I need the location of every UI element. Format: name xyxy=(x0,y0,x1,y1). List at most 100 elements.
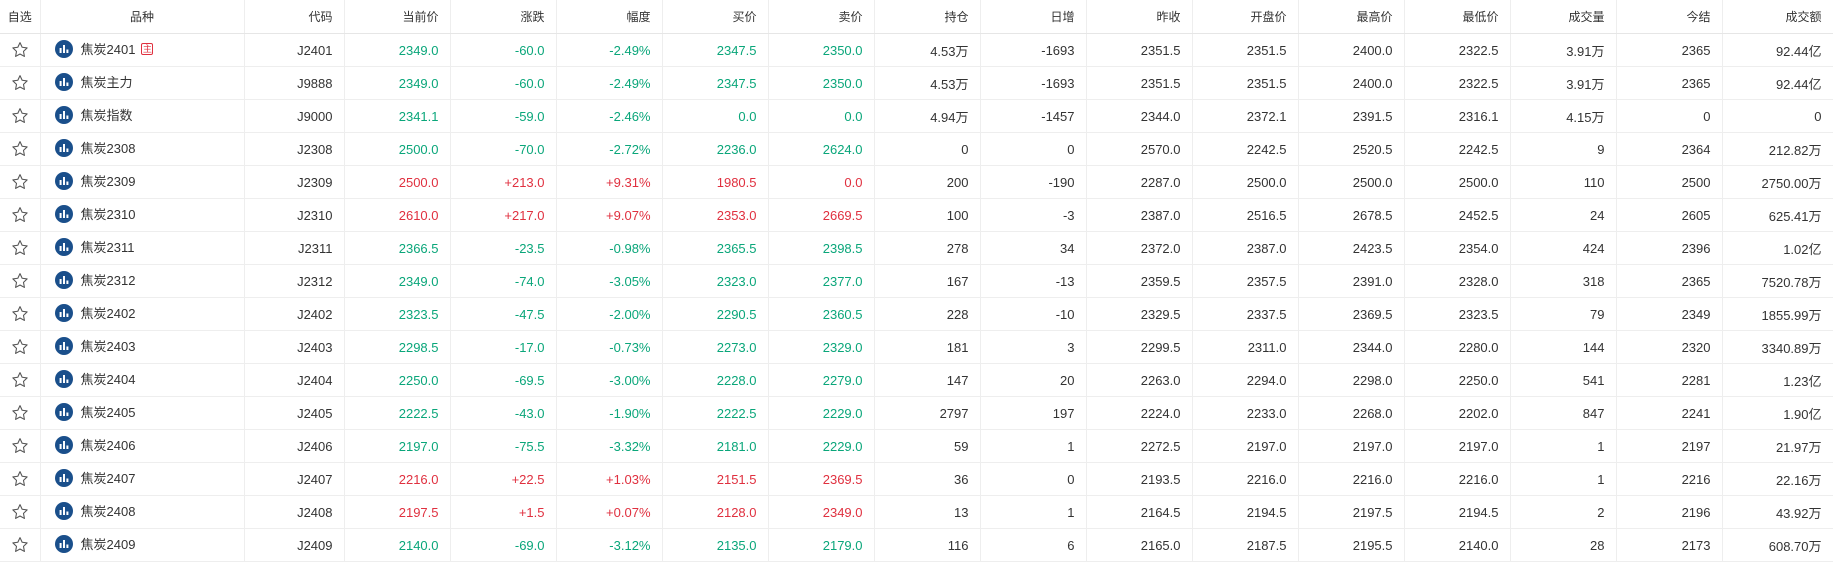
star-outline-icon[interactable] xyxy=(10,535,30,555)
table-row[interactable]: 焦炭2311 J2311 2366.5 -23.5 -0.98% 2365.5 2398.5… xyxy=(0,231,1833,265)
col-header-change[interactable]: 涨跌 xyxy=(450,0,557,34)
table-row[interactable]: 焦炭2408 J2408 2197.5 +1.5 +0.07% 2128.0 2349.0 1… xyxy=(0,495,1833,529)
table-row[interactable]: 焦炭2312 J2312 2349.0 -74.0 -3.05% 2323.0 2377.0… xyxy=(0,264,1833,298)
table-row[interactable]: 焦炭2402 J2402 2323.5 -47.5 -2.00% 2290.5 2360.5… xyxy=(0,297,1833,331)
table-row[interactable]: 焦炭2403 J2403 2298.5 -17.0 -0.73% 2273.0 2329.0… xyxy=(0,330,1833,364)
name-cell[interactable]: 焦炭指数 xyxy=(40,99,245,133)
col-header-volume[interactable]: 成交量 xyxy=(1510,0,1617,34)
star-outline-icon[interactable] xyxy=(10,502,30,522)
table-row[interactable]: 焦炭2409 J2409 2140.0 -69.0 -3.12% 2135.0 2179.0… xyxy=(0,528,1833,562)
chart-icon[interactable] xyxy=(54,72,73,91)
table-row[interactable]: 焦炭2405 J2405 2222.5 -43.0 -1.90% 2222.5 2229.0… xyxy=(0,396,1833,430)
chart-icon[interactable] xyxy=(54,105,73,124)
contract-code: J2310 xyxy=(244,198,345,232)
col-header-settle[interactable]: 今结 xyxy=(1616,0,1723,34)
contract-name[interactable]: 焦炭2312 xyxy=(80,273,136,289)
col-header-ask[interactable]: 卖价 xyxy=(768,0,875,34)
col-header-oi-change[interactable]: 日增 xyxy=(980,0,1087,34)
col-header-high[interactable]: 最高价 xyxy=(1298,0,1405,34)
star-outline-icon[interactable] xyxy=(10,238,30,258)
contract-name[interactable]: 焦炭2405 xyxy=(80,405,136,421)
favorite-cell xyxy=(0,264,41,298)
table-row[interactable]: 焦炭指数 J9000 2341.1 -59.0 -2.46% 0.0 0.0 4.94万 -14… xyxy=(0,99,1833,133)
chart-icon[interactable] xyxy=(54,402,73,421)
col-header-open[interactable]: 开盘价 xyxy=(1192,0,1299,34)
chart-icon[interactable] xyxy=(54,138,73,157)
name-cell[interactable]: 焦炭2311 xyxy=(40,231,245,265)
name-cell[interactable]: 焦炭2312 xyxy=(40,264,245,298)
name-cell[interactable]: 焦炭2308 xyxy=(40,132,245,166)
col-header-prev-close[interactable]: 昨收 xyxy=(1086,0,1193,34)
name-cell[interactable]: 焦炭主力 xyxy=(40,66,245,100)
star-outline-icon[interactable] xyxy=(10,40,30,60)
chart-icon[interactable] xyxy=(54,171,73,190)
col-header-code[interactable]: 代码 xyxy=(244,0,345,34)
star-outline-icon[interactable] xyxy=(10,271,30,291)
table-row[interactable]: 焦炭2308 J2308 2500.0 -70.0 -2.72% 2236.0 2624.0… xyxy=(0,132,1833,166)
chart-icon[interactable] xyxy=(54,435,73,454)
name-cell[interactable]: 焦炭2408 xyxy=(40,495,245,529)
col-header-bid[interactable]: 买价 xyxy=(662,0,769,34)
chart-icon[interactable] xyxy=(54,336,73,355)
name-cell[interactable]: 焦炭2402 xyxy=(40,297,245,331)
star-outline-icon[interactable] xyxy=(10,370,30,390)
contract-name[interactable]: 焦炭2407 xyxy=(80,471,136,487)
name-cell[interactable]: 焦炭2407 xyxy=(40,462,245,496)
table-row[interactable]: 焦炭2406 J2406 2197.0 -75.5 -3.32% 2181.0 2229.0… xyxy=(0,429,1833,463)
chart-icon[interactable] xyxy=(54,468,73,487)
contract-name[interactable]: 焦炭2402 xyxy=(80,306,136,322)
name-cell[interactable]: 焦炭2409 xyxy=(40,528,245,562)
contract-name[interactable]: 焦炭2404 xyxy=(80,372,136,388)
contract-name[interactable]: 焦炭2401 xyxy=(80,42,136,58)
col-header-turnover[interactable]: 成交额 xyxy=(1722,0,1833,34)
star-outline-icon[interactable] xyxy=(10,304,30,324)
table-row[interactable]: 焦炭2309 J2309 2500.0 +213.0 +9.31% 1980.5 0.0 20… xyxy=(0,165,1833,199)
table-row[interactable]: 焦炭主力 J9888 2349.0 -60.0 -2.49% 2347.5 2350.0 4.… xyxy=(0,66,1833,100)
star-outline-icon[interactable] xyxy=(10,337,30,357)
chart-icon[interactable] xyxy=(54,534,73,553)
contract-name[interactable]: 焦炭主力 xyxy=(80,75,133,91)
table-row[interactable]: 焦炭2310 J2310 2610.0 +217.0 +9.07% 2353.0 2669.… xyxy=(0,198,1833,232)
col-header-pct[interactable]: 幅度 xyxy=(556,0,663,34)
name-cell[interactable]: 焦炭2309 xyxy=(40,165,245,199)
star-outline-icon[interactable] xyxy=(10,172,30,192)
star-outline-icon[interactable] xyxy=(10,106,30,126)
contract-name[interactable]: 焦炭2309 xyxy=(80,174,136,190)
chart-icon[interactable] xyxy=(54,237,73,256)
contract-name[interactable]: 焦炭指数 xyxy=(80,108,133,124)
col-header-low[interactable]: 最低价 xyxy=(1404,0,1511,34)
chart-icon[interactable] xyxy=(54,369,73,388)
contract-name[interactable]: 焦炭2308 xyxy=(80,141,136,157)
col-header-fav[interactable]: 自选 xyxy=(0,0,41,34)
name-cell[interactable]: 焦炭2405 xyxy=(40,396,245,430)
star-outline-icon[interactable] xyxy=(10,469,30,489)
contract-name[interactable]: 焦炭2310 xyxy=(80,207,136,223)
contract-name[interactable]: 焦炭2406 xyxy=(80,438,136,454)
name-cell[interactable]: 焦炭2401 主 xyxy=(40,33,245,67)
contract-name[interactable]: 焦炭2403 xyxy=(80,339,136,355)
name-cell[interactable]: 焦炭2406 xyxy=(40,429,245,463)
contract-name[interactable]: 焦炭2409 xyxy=(80,537,136,553)
chart-icon[interactable] xyxy=(54,303,73,322)
star-outline-icon[interactable] xyxy=(10,73,30,93)
col-header-name[interactable]: 品种 xyxy=(40,0,245,34)
contract-name[interactable]: 焦炭2408 xyxy=(80,504,136,520)
chart-icon[interactable] xyxy=(54,39,73,58)
col-header-open-interest[interactable]: 持仓 xyxy=(874,0,981,34)
chart-icon[interactable] xyxy=(54,204,73,223)
col-header-price[interactable]: 当前价 xyxy=(344,0,451,34)
star-outline-icon[interactable] xyxy=(10,139,30,159)
name-cell[interactable]: 焦炭2310 xyxy=(40,198,245,232)
star-outline-icon[interactable] xyxy=(10,403,30,423)
star-outline-icon[interactable] xyxy=(10,436,30,456)
chart-icon[interactable] xyxy=(54,501,73,520)
table-row[interactable]: 焦炭2407 J2407 2216.0 +22.5 +1.03% 2151.5 2369.5… xyxy=(0,462,1833,496)
star-outline-icon[interactable] xyxy=(10,205,30,225)
high-price: 2197.5 xyxy=(1298,495,1405,529)
name-cell[interactable]: 焦炭2404 xyxy=(40,363,245,397)
table-row[interactable]: 焦炭2401 主 J2401 2349.0 -60.0 -2.49% 2347.5 2350.… xyxy=(0,33,1833,67)
name-cell[interactable]: 焦炭2403 xyxy=(40,330,245,364)
chart-icon[interactable] xyxy=(54,270,73,289)
contract-name[interactable]: 焦炭2311 xyxy=(80,240,135,256)
table-row[interactable]: 焦炭2404 J2404 2250.0 -69.5 -3.00% 2228.0 2279.0… xyxy=(0,363,1833,397)
